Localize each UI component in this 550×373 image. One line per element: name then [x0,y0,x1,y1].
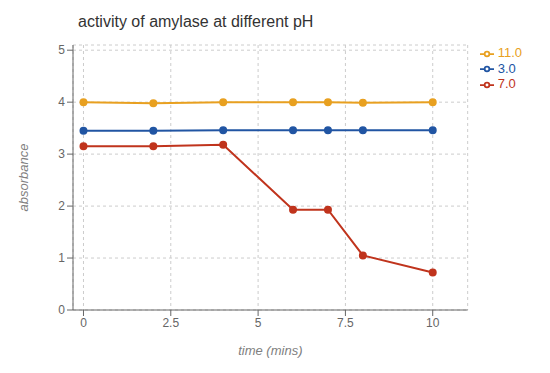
svg-text:5: 5 [58,43,65,57]
svg-text:2: 2 [58,199,65,213]
html-text:11.0: 11.0 [497,45,522,60]
svg-text:5: 5 [255,316,262,330]
svg-text:1: 1 [58,251,65,265]
html-text:7.0: 7.0 [497,76,516,92]
svg-text:3: 3 [58,147,65,161]
svg-text:10: 10 [426,316,440,330]
html-text:activity of amylase at differe: activity of amylase at different pH [78,13,314,30]
svg-text:0: 0 [80,316,87,330]
svg-text:time (mins): time (mins) [238,343,302,358]
svg-text:7.5: 7.5 [337,316,354,330]
svg-text:2.5: 2.5 [162,316,179,330]
svg-text:absorbance: absorbance [16,144,31,212]
html-text:3.0: 3.0 [497,60,516,76]
svg-text:4: 4 [58,95,65,109]
svg-text:0: 0 [58,303,65,317]
